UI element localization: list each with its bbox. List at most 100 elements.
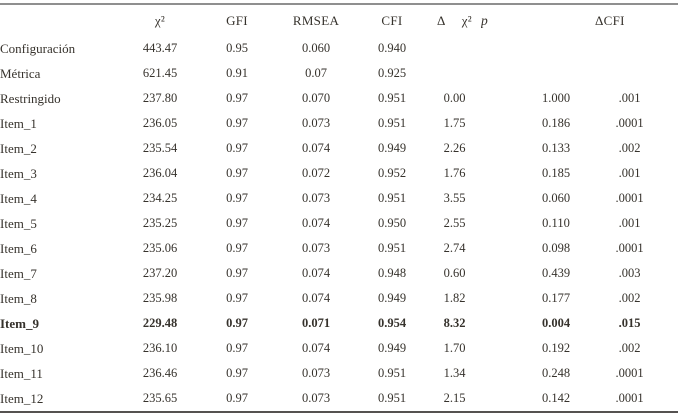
value-cell: 0.97 — [226, 341, 248, 355]
value-cell: 0.177 — [541, 291, 571, 305]
value-cell: 235.65 — [142, 391, 178, 405]
value-cell: .001 — [618, 216, 641, 230]
value-cell: .002 — [618, 291, 641, 305]
value-cell: 0.97 — [226, 166, 248, 180]
row-label: Métrica — [0, 65, 41, 81]
value-cell: 0.97 — [226, 391, 248, 405]
value-cell: 0.940 — [377, 41, 407, 55]
col-header-cfi: CFI — [381, 12, 403, 28]
value-cell: 0.060 — [541, 191, 571, 205]
value-cell: 0.074 — [301, 266, 331, 280]
row-label: Item_10 — [0, 340, 44, 356]
table-row: Restringido 237.80 0.97 0.070 0.951 0.00… — [0, 86, 678, 111]
value-cell: 0.951 — [377, 366, 407, 380]
value-cell — [428, 61, 481, 86]
row-label: Item_2 — [0, 140, 37, 156]
value-cell: 1.70 — [443, 341, 466, 355]
value-cell: 3.55 — [443, 191, 466, 205]
delta-symbol: Δ — [437, 12, 446, 28]
value-cell: 236.46 — [142, 366, 178, 380]
value-cell: .001 — [618, 166, 641, 180]
table-body: Configuración 443.47 0.95 0.060 0.940 Mé… — [0, 36, 678, 412]
table-row: Métrica 621.45 0.91 0.07 0.925 — [0, 61, 678, 86]
value-cell: 0.073 — [301, 366, 331, 380]
value-cell: 235.54 — [142, 141, 178, 155]
value-cell: 0.97 — [226, 366, 248, 380]
table-row: Item_2 235.54 0.97 0.074 0.949 2.26 0.13… — [0, 136, 678, 161]
value-cell — [481, 61, 595, 86]
value-cell: 0.951 — [377, 391, 407, 405]
value-cell: 1.82 — [443, 291, 466, 305]
value-cell: 235.25 — [142, 216, 178, 230]
value-cell: 234.25 — [142, 191, 178, 205]
value-cell: 0.952 — [377, 166, 407, 180]
value-cell: .0001 — [615, 391, 644, 405]
value-cell: 0.00 — [443, 91, 466, 105]
value-cell: 2.74 — [443, 241, 466, 255]
value-cell: 0.97 — [226, 316, 248, 330]
value-cell: 0.070 — [301, 91, 331, 105]
value-cell: 0.074 — [301, 291, 331, 305]
table-row: Item_3 236.04 0.97 0.072 0.952 1.76 0.18… — [0, 161, 678, 186]
table-row: Item_4 234.25 0.97 0.073 0.951 3.55 0.06… — [0, 186, 678, 211]
value-cell: 0.954 — [377, 316, 407, 330]
col-header-delta-cfi: ΔCFI — [595, 12, 625, 28]
value-cell: 8.32 — [443, 316, 466, 330]
value-cell: 0.949 — [377, 341, 407, 355]
row-label: Item_1 — [0, 115, 37, 131]
value-cell: 237.80 — [142, 91, 178, 105]
table-row: Item_10 236.10 0.97 0.074 0.949 1.70 0.1… — [0, 336, 678, 361]
value-cell: 235.06 — [142, 241, 178, 255]
row-label: Restringido — [0, 90, 61, 106]
col-header-chi2: χ² — [154, 12, 166, 28]
value-cell: .001 — [618, 91, 641, 105]
value-cell: 237.20 — [142, 266, 178, 280]
value-cell: 0.97 — [226, 191, 248, 205]
table-row: Item_1 236.05 0.97 0.073 0.951 1.75 0.18… — [0, 111, 678, 136]
col-header-rmsea: RMSEA — [292, 12, 340, 28]
value-cell: 0.248 — [541, 366, 571, 380]
value-cell: 1.76 — [443, 166, 466, 180]
value-cell: 0.073 — [301, 116, 331, 130]
chi2-symbol: χ² — [461, 12, 472, 28]
value-cell — [428, 36, 481, 61]
value-cell: .0001 — [615, 241, 644, 255]
value-cell: 0.97 — [226, 241, 248, 255]
table-row: Item_7 237.20 0.97 0.074 0.948 0.60 0.43… — [0, 261, 678, 286]
value-cell: .0001 — [615, 116, 644, 130]
value-cell: 443.47 — [142, 41, 178, 55]
value-cell: 0.004 — [541, 316, 571, 330]
value-cell: 0.91 — [226, 66, 248, 80]
value-cell: 0.439 — [541, 266, 571, 280]
value-cell: 2.55 — [443, 216, 466, 230]
row-label: Item_9 — [0, 315, 39, 331]
table-row: Item_8 235.98 0.97 0.074 0.949 1.82 0.17… — [0, 286, 678, 311]
value-cell: 0.072 — [301, 166, 331, 180]
table-row: Item_11 236.46 0.97 0.073 0.951 1.34 0.2… — [0, 361, 678, 386]
value-cell: 0.074 — [301, 141, 331, 155]
row-label: Item_4 — [0, 190, 37, 206]
value-cell: .0001 — [615, 191, 644, 205]
row-label: Item_7 — [0, 265, 37, 281]
row-label: Item_8 — [0, 290, 37, 306]
value-cell: .003 — [618, 266, 641, 280]
value-cell: 0.133 — [541, 141, 571, 155]
value-cell: 1.34 — [443, 366, 466, 380]
value-cell: 229.48 — [142, 316, 178, 330]
value-cell: 235.98 — [142, 291, 178, 305]
col-header-gfi: GFI — [226, 12, 248, 28]
value-cell: 1.75 — [443, 116, 466, 130]
value-cell: 0.073 — [301, 391, 331, 405]
value-cell: 2.26 — [443, 141, 466, 155]
value-cell: 0.185 — [541, 166, 571, 180]
value-cell — [595, 36, 678, 61]
value-cell: 236.04 — [142, 166, 178, 180]
value-cell: 0.949 — [377, 291, 407, 305]
row-label: Item_6 — [0, 240, 37, 256]
row-label: Item_11 — [0, 365, 43, 381]
value-cell: 0.951 — [377, 191, 407, 205]
table-row: Item_12 235.65 0.97 0.073 0.951 2.15 0.1… — [0, 386, 678, 412]
value-cell: .0001 — [615, 366, 644, 380]
